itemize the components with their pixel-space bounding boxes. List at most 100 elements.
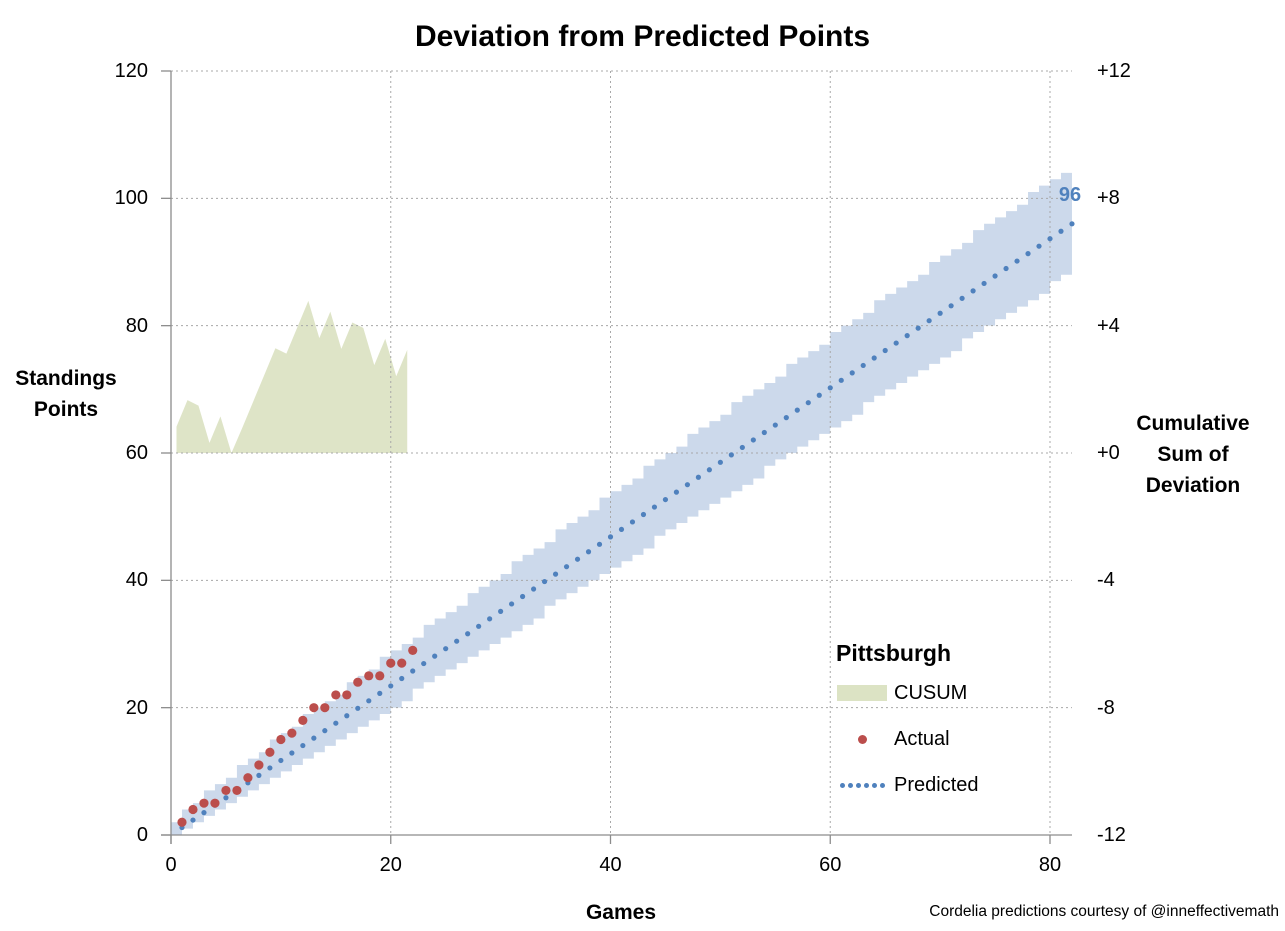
left-tick-label: 0 [136,824,148,846]
legend: Pittsburgh CUSUM Actual Predicted [836,636,1066,808]
actual-dot [276,734,286,745]
predicted-dot [267,765,273,771]
predicted-dot [509,601,515,607]
actual-dot [342,690,352,700]
predicted-dot [530,586,537,592]
predicted-dot [893,340,899,346]
predicted-dot [596,541,603,547]
predicted-dot [970,288,976,294]
predicted-dot [1036,243,1042,249]
predicted-dot [201,810,207,816]
actual-dot-swatch [836,734,888,744]
predicted-dot [750,437,756,443]
predicted-dot [421,660,427,667]
left-tick-label: 100 [114,187,148,210]
left-tick-label: 20 [125,696,148,719]
right-axis-title-line2: Sum of [1157,443,1229,466]
right-tick-label: +0 [1097,442,1120,464]
attribution-note: Cordelia predictions courtesy of @inneff… [929,903,1279,920]
predicted-dot [476,623,482,629]
actual-dot [397,658,407,668]
predicted-dot [816,392,822,398]
actual-dot [254,760,264,770]
predicted-dot [1003,265,1009,272]
actual-dot [408,645,418,655]
x-tick-label: 60 [819,854,842,876]
predicted-dot [278,757,284,764]
actual-dot [375,671,385,681]
legend-item-predicted: Predicted [836,762,1066,808]
legend-item-actual: Actual [836,716,1066,762]
predicted-dot [1025,251,1031,257]
final-prediction-label: 96 [1058,184,1082,206]
predicted-dot [783,415,789,421]
predicted-dot [728,452,734,458]
predicted-dot [607,534,614,540]
predicted-dot [706,467,712,473]
actual-dot [287,728,297,738]
actual-dot [177,817,187,827]
predicted-dot [465,631,471,637]
predicted-dot [860,362,866,369]
predicted-dot [772,422,778,428]
x-axis-title: Games [585,901,657,924]
predicted-dot [289,750,295,756]
predicted-dot [410,668,416,674]
actual-dot [265,747,275,757]
predicted-dot [256,772,262,778]
predicted-dot [355,705,361,711]
predicted-dot [904,333,910,339]
actual-dot [232,785,242,796]
cusum-area-swatch [836,685,888,701]
predicted-dot [585,549,592,555]
predicted-dot [563,564,570,570]
legend-label-cusum: CUSUM [894,681,968,704]
actual-dot [188,804,198,815]
legend-label-actual: Actual [894,727,950,750]
legend-title: Pittsburgh [836,640,951,666]
predicted-dot [552,571,559,577]
predicted-dot [498,608,504,614]
predicted-dot [926,318,932,324]
actual-dot [309,703,319,713]
predicted-dot [915,325,921,331]
right-tick-label: -12 [1097,823,1126,846]
predicted-dot [794,407,800,413]
right-axis-title: Cumulative Sum of Deviation [1112,408,1274,501]
predicted-dot [1047,236,1053,242]
x-tick-label: 20 [379,854,402,876]
predicted-dot [520,593,526,600]
right-tick-label: +12 [1097,60,1131,82]
predicted-dot [882,347,888,354]
predicted-dot [827,385,833,391]
predicted-dot [761,429,767,436]
legend-label-predicted: Predicted [894,773,979,796]
predicted-dot [838,377,844,383]
right-tick-label: +4 [1097,314,1120,337]
x-tick-label: 80 [1038,854,1062,876]
predicted-dot [937,310,943,316]
chart-title: Deviation from Predicted Points [414,20,871,53]
prediction-band-area [171,172,1072,835]
predicted-dot [717,459,723,465]
predicted-dot [849,370,855,376]
predicted-dot [739,444,745,451]
predicted-dot [344,713,350,719]
left-axis-title-line2: Points [33,398,99,421]
right-axis-title-line1: Cumulative [1136,412,1250,435]
actual-dot [221,785,231,796]
cusum-area [176,300,408,453]
left-tick-label: 80 [125,314,148,337]
left-tick-label: 40 [125,569,148,592]
predicted-dot [541,578,548,585]
predicted-dot [805,400,811,406]
predicted-dot [300,742,306,749]
predicted-dot [388,683,394,689]
x-tick-label: 0 [165,854,177,876]
predicted-dot [684,482,691,488]
left-axis-title: Standings Points [0,363,132,425]
predicted-dot [377,690,383,696]
actual-dot [298,715,308,725]
actual-dot [364,671,374,681]
